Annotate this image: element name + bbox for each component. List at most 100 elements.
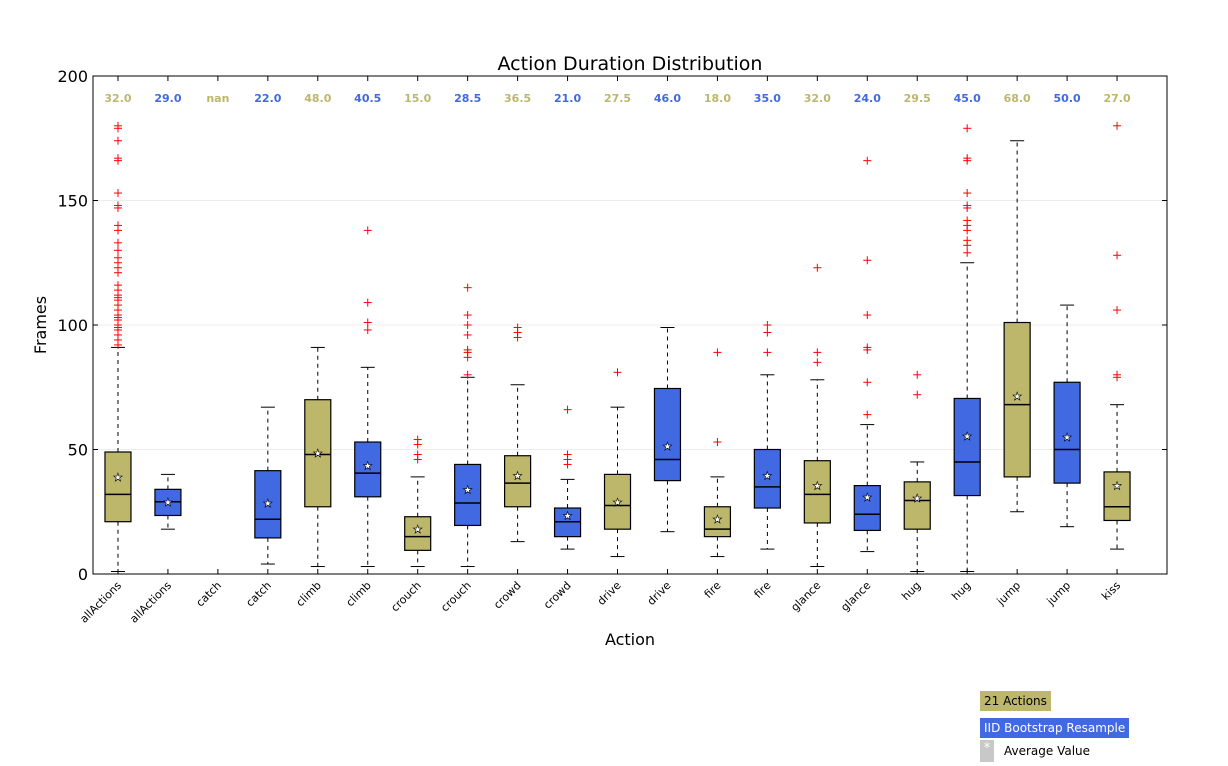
mean-star-icon: ★ (463, 483, 473, 496)
box-fire-all_actions: ★ (703, 348, 732, 558)
x-tick-label: hug (899, 579, 923, 603)
mean-star-icon: ★ (563, 509, 573, 522)
box-allActions-all_actions: ★ (104, 121, 132, 573)
x-tick-label: catch (194, 579, 225, 610)
mean-star-icon: ★ (812, 480, 822, 493)
y-tick-label: 200 (57, 67, 88, 86)
median-value-label: 48.0 (304, 92, 331, 105)
median-value-label: 29.5 (904, 92, 931, 105)
box-drive-bootstrap: ★ (653, 326, 682, 533)
box-fire-bootstrap: ★ (753, 321, 781, 550)
mean-star-icon: ★ (613, 496, 623, 509)
iqr-box (454, 463, 482, 527)
y-tick-label: 100 (57, 316, 88, 335)
mean-star-icon: ★ (762, 470, 772, 483)
iqr-box (254, 470, 282, 539)
mean-star-icon: ★ (712, 513, 722, 526)
median-value-label: 29.0 (154, 92, 181, 105)
iqr-box (104, 451, 132, 523)
box-hug-all_actions: ★ (903, 370, 931, 573)
x-tick-label: jump (1044, 579, 1074, 609)
mean-star-icon: ★ (413, 523, 423, 536)
y-axis-ticks: 0 50 100 150 200 (57, 67, 1167, 584)
median-value-label: 28.5 (454, 92, 481, 105)
mean-star-icon: ★ (1012, 390, 1022, 403)
x-tick-label: allActions (77, 579, 124, 626)
box-crowd-bootstrap: ★ (553, 405, 582, 550)
iqr-box (653, 387, 682, 482)
x-tick-label: jump (994, 579, 1024, 609)
box-drive-all_actions: ★ (603, 368, 632, 558)
box-climb-bootstrap: ★ (354, 226, 382, 568)
median-value-label: 22.0 (254, 92, 281, 105)
median-value-label: 27.5 (604, 92, 631, 105)
median-value-label: 32.0 (804, 92, 831, 105)
legend-average-star-icon: * (980, 740, 994, 762)
legend-bootstrap: IID Bootstrap Resample (980, 718, 1130, 738)
iqr-box (903, 481, 931, 530)
mean-star-icon: ★ (513, 470, 523, 483)
iqr-box (1103, 471, 1131, 522)
iqr-box (404, 516, 432, 551)
mean-star-icon: ★ (862, 491, 872, 504)
median-value-label: 46.0 (654, 92, 681, 105)
mean-star-icon: ★ (263, 497, 273, 510)
x-tick-label: glance (788, 579, 823, 614)
median-value-label: 45.0 (954, 92, 981, 105)
x-tick-label: crowd (491, 579, 524, 612)
median-value-label: 50.0 (1054, 92, 1081, 105)
box-climb-all_actions: ★ (304, 346, 332, 568)
y-tick-label: 50 (68, 441, 88, 460)
box-allActions-bootstrap: ★ (154, 473, 182, 530)
legend-average-label: Average Value (1004, 744, 1091, 758)
box-crouch-bootstrap: ★ (454, 283, 482, 568)
mean-star-icon: ★ (912, 492, 922, 505)
median-value-label: 35.0 (754, 92, 781, 105)
x-tick-label: glance (838, 579, 873, 614)
x-tick-label: kiss (1099, 579, 1123, 603)
legend-all-actions: 21 Actions (980, 691, 1051, 711)
mean-star-icon: ★ (313, 447, 323, 460)
x-tick-label: drive (595, 579, 624, 608)
mean-star-icon: ★ (163, 496, 173, 509)
mean-star-icon: ★ (1062, 431, 1072, 444)
mean-star-icon: ★ (663, 440, 673, 453)
x-tick-label: hug (949, 579, 973, 603)
iqr-box (853, 485, 881, 532)
median-value-label: 15.0 (404, 92, 431, 105)
median-value-label: 68.0 (1004, 92, 1031, 105)
x-tick-label: fire (702, 579, 724, 601)
box-crouch-all_actions: ★ (404, 435, 432, 568)
x-axis-label: Action (605, 630, 655, 649)
box-crowd-all_actions: ★ (504, 323, 532, 543)
x-tick-label: crowd (541, 579, 574, 612)
x-tick-label: drive (645, 579, 674, 608)
iqr-box (504, 455, 532, 508)
x-tick-label: crouch (438, 579, 473, 614)
y-axis-label: Frames (31, 296, 50, 354)
chart-title: Action Duration Distribution (498, 53, 763, 75)
box-jump-bootstrap: ★ (1053, 304, 1081, 528)
iqr-box (354, 441, 382, 498)
x-tick-label: crouch (388, 579, 423, 614)
box-catch-bootstrap: ★ (254, 406, 282, 565)
iqr-box (1003, 321, 1031, 478)
median-value-labels: 32.0 29.0 nan 22.0 48.0 40.5 15.0 28.5 36.5 21.0 2… (104, 92, 1131, 105)
x-tick-label: climb (294, 579, 324, 609)
iqr-box (1053, 381, 1081, 484)
mean-star-icon: ★ (1112, 480, 1122, 493)
median-value-label: nan (206, 92, 229, 105)
mean-star-icon: ★ (962, 430, 972, 443)
box-jump-all_actions: ★ (1003, 140, 1031, 513)
median-value-label: 32.0 (104, 92, 131, 105)
box-glance-all_actions: ★ (803, 263, 831, 568)
iqr-box (703, 506, 732, 538)
mean-star-icon: ★ (113, 471, 123, 484)
iqr-box (603, 473, 632, 530)
box-hug-bootstrap: ★ (953, 124, 981, 573)
x-tick-label: climb (344, 579, 374, 609)
median-value-label: 24.0 (854, 92, 881, 105)
x-tick-label: allActions (127, 579, 174, 626)
x-tick-label: fire (752, 579, 774, 601)
